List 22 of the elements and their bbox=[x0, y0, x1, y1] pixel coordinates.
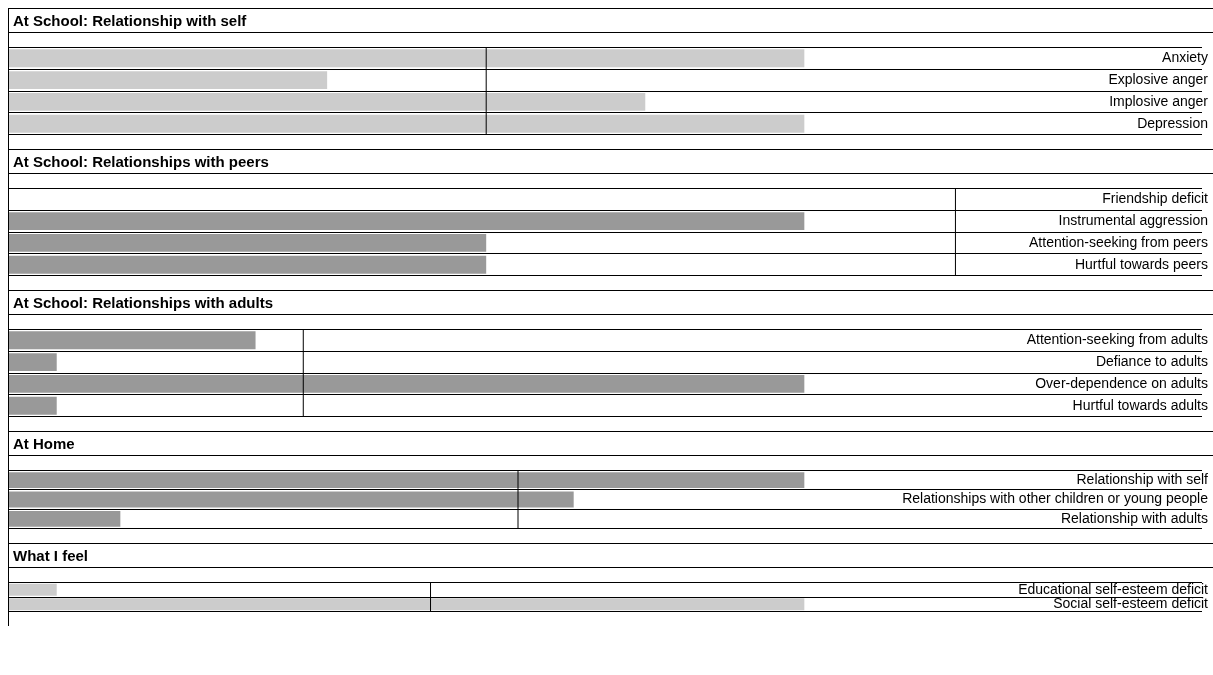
chart-title: At School: Relationships with adults bbox=[9, 291, 1213, 315]
y-tick-label: Relationship with self bbox=[1076, 470, 1209, 487]
y-tick-label: Attention-seeking from adults bbox=[1026, 331, 1208, 348]
chart-title: At School: Relationships with peers bbox=[9, 150, 1213, 174]
y-tick-label: Friendship deficit bbox=[1102, 190, 1209, 207]
y-tick-label: Attention-seeking from peers bbox=[1029, 233, 1208, 250]
y-tick-label: Implosive anger bbox=[1109, 92, 1209, 109]
chart-title: At Home bbox=[9, 432, 1213, 456]
chart-title: What I feel bbox=[9, 544, 1213, 568]
y-tick-label: Defiance to adults bbox=[1095, 352, 1208, 369]
y-tick-label: Over-dependence on adults bbox=[1035, 374, 1208, 391]
y-tick-label: Educational self-esteem deficit bbox=[1018, 580, 1209, 597]
y-tick-label: Depression bbox=[1137, 114, 1208, 131]
y-tick-label: Instrumental aggression bbox=[1058, 211, 1208, 228]
y-tick-label: Hurtful towards adults bbox=[1072, 396, 1208, 413]
y-tick-label: Explosive anger bbox=[1108, 70, 1209, 87]
y-tick-label: Relationships with other children or young people bbox=[902, 490, 1209, 507]
y-tick-label: Hurtful towards peers bbox=[1074, 255, 1208, 272]
y-tick-label: Relationship with adults bbox=[1060, 509, 1208, 526]
chart-title: At School: Relationship with self bbox=[9, 9, 1213, 33]
y-tick-label: Anxiety bbox=[1162, 49, 1208, 66]
y-tick-label: Social self-esteem deficit bbox=[1053, 595, 1209, 612]
